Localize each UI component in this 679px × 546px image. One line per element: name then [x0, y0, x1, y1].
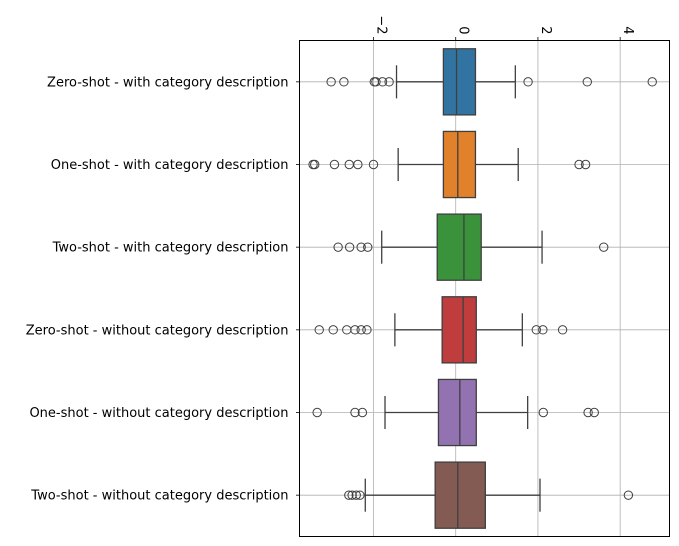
outlier-point [356, 242, 366, 252]
x-tick-label: 2 [538, 26, 553, 34]
outlier-point [574, 159, 584, 170]
outlier-point [328, 325, 338, 335]
category-label: Two-shot - without category description [30, 489, 288, 504]
outlier-point [557, 325, 568, 335]
outlier-point [339, 77, 349, 87]
outlier-point [344, 242, 355, 252]
x-tick-label: 0 [456, 26, 471, 34]
interquartile-box [437, 378, 477, 447]
outlier-point [314, 325, 324, 335]
x-tick-label: −2 [374, 15, 389, 34]
y-axis-ticks: Zero-shot - with category description One… [26, 75, 300, 504]
outlier-point [538, 325, 548, 335]
interquartile-box [441, 296, 477, 364]
category-label: Zero-shot - with category description [47, 75, 288, 90]
category-label: One-shot - without category description [29, 406, 288, 421]
outlier-point [350, 407, 360, 418]
outlier-point [312, 407, 322, 418]
outlier-point [582, 77, 592, 87]
outlier-point [326, 77, 336, 87]
outlier-point [368, 159, 379, 170]
outlier-point [344, 490, 354, 500]
outlier-point [329, 159, 340, 170]
interquartile-box [442, 130, 477, 199]
outlier-point [589, 407, 599, 418]
outlier-point [310, 159, 320, 170]
x-axis-ticks: −2 0 2 4 [373, 15, 635, 41]
outlier-point [351, 490, 361, 500]
outlier-point [363, 242, 373, 252]
category-label: One-shot - with category description [51, 158, 289, 173]
outlier-point [350, 325, 360, 335]
outlier-point [580, 159, 591, 170]
interquartile-box [442, 48, 477, 116]
category-label: Two-shot - with category description [52, 241, 289, 256]
box-plot-series [308, 48, 657, 529]
outlier-point [357, 407, 368, 418]
outlier-point [538, 407, 548, 418]
interquartile-box [434, 461, 486, 529]
outlier-point [523, 77, 533, 87]
outlier-point [353, 159, 363, 170]
interquartile-box [436, 213, 482, 281]
category-label: Zero-shot - without category description [26, 323, 289, 338]
outlier-point [356, 325, 366, 335]
outlier-point [371, 77, 381, 87]
outlier-point [583, 407, 593, 418]
outlier-point [647, 77, 657, 87]
outlier-point [347, 490, 357, 500]
x-tick-label: 4 [620, 26, 635, 34]
outlier-point [362, 325, 372, 335]
outlier-point [333, 242, 343, 252]
outlier-point [599, 242, 609, 252]
plot-area-frame [299, 40, 670, 537]
outlier-point [623, 490, 634, 500]
outlier-point [384, 77, 394, 87]
outlier-point [355, 490, 365, 500]
outlier-point [531, 325, 541, 335]
outlier-point [377, 77, 388, 87]
